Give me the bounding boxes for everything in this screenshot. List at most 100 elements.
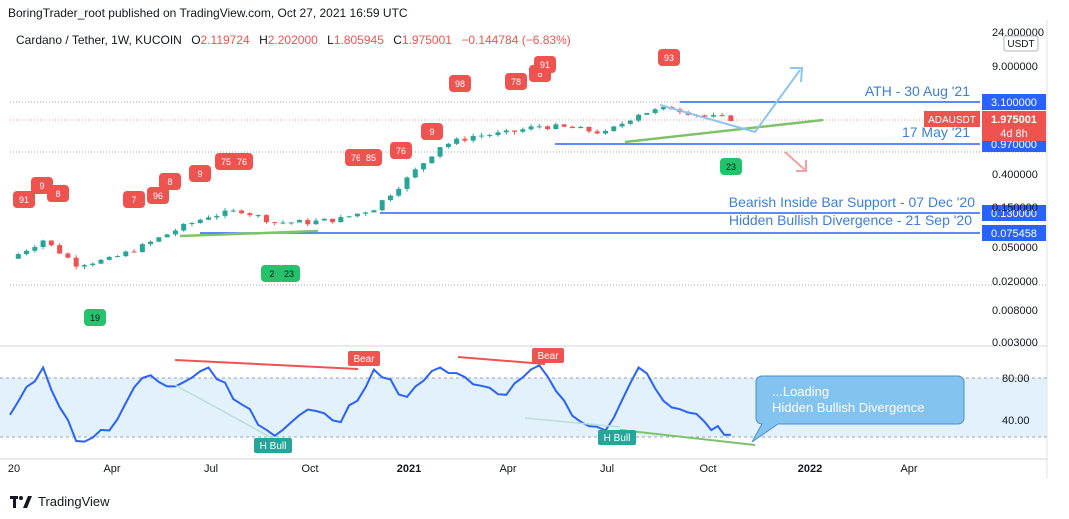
open-value: 2.119724: [200, 33, 250, 47]
h-bull-tag: [254, 438, 292, 453]
bull-candle: [553, 124, 559, 130]
unit-label: USDT: [1007, 39, 1034, 50]
sell-signal: [658, 49, 680, 66]
bull-candle: [478, 135, 484, 137]
sell-signal: [360, 149, 382, 166]
loading-callout-line2: Hidden Bullish Divergence: [772, 400, 924, 415]
price-tick: 0.008000: [992, 305, 1038, 317]
bear-candle: [247, 213, 253, 216]
sell-signal: [231, 153, 253, 170]
bear-candle: [569, 126, 575, 129]
bear-candle: [65, 253, 71, 258]
bull-candle: [379, 200, 385, 211]
bull-candle: [81, 265, 87, 267]
bear-candle: [594, 131, 600, 134]
bull-candle: [710, 115, 716, 117]
sell-signal: [421, 123, 443, 140]
close-value: 1.975001: [401, 33, 452, 47]
bull-candle: [503, 130, 509, 133]
sell-signal-label: 9: [197, 169, 202, 179]
level-3-1-tag-label: 3.100000: [991, 97, 1037, 109]
bull-candle: [421, 163, 427, 170]
price-tick: 0.020000: [992, 276, 1038, 288]
bull-candle: [98, 259, 104, 264]
level-0-075-tag-label: 0.075458: [991, 228, 1037, 240]
bull-candle: [412, 169, 418, 178]
bull-candle: [445, 143, 451, 148]
bull-candle: [470, 136, 476, 141]
high-value: 2.202000: [267, 33, 318, 47]
sell-signal: [505, 73, 527, 90]
low-label: L: [327, 33, 334, 47]
hidden-bull-line-1: [174, 384, 271, 438]
sell-signal: [159, 173, 181, 190]
sell-signal-label: 9: [429, 127, 434, 137]
bear-candle: [728, 115, 734, 122]
bearish-inside-bar-annotation: Bearish Inside Bar Support - 07 Dec '20: [729, 194, 975, 210]
bear-candle: [272, 222, 278, 224]
bull-candle: [346, 216, 352, 218]
h-bull-tag-label: H Bull: [260, 441, 287, 452]
h-bull-tag: [598, 430, 636, 445]
projection-down-arrowhead: [796, 160, 807, 172]
bull-candle: [106, 257, 112, 260]
bear-tag: [532, 348, 564, 363]
bull-candle: [354, 213, 360, 217]
sell-signal: [47, 185, 69, 202]
bull-candle: [24, 250, 30, 255]
bull-candle: [172, 230, 178, 235]
sell-signal-label: 76: [396, 146, 406, 156]
sell-signal-label: 7: [131, 195, 136, 205]
bear-candle: [719, 115, 725, 117]
bull-candle: [280, 222, 286, 224]
level-0-13-tag-label: 0.130000: [991, 208, 1037, 220]
bull-candle: [321, 218, 327, 221]
countdown-label: 4d 8h: [1000, 128, 1028, 140]
trendline-support-2021: [624, 118, 824, 144]
bear-tag-label: Bear: [537, 351, 559, 362]
sell-signal-label: 98: [455, 79, 465, 89]
loading-callout-line1: ...Loading: [772, 384, 829, 399]
bull-candle: [536, 126, 542, 128]
bull-candle: [520, 129, 526, 132]
time-tick: Apr: [103, 463, 120, 475]
bull-candle: [255, 215, 261, 217]
time-tick: Oct: [699, 463, 716, 475]
bear-candle: [586, 126, 592, 132]
bull-candle: [230, 210, 236, 212]
sell-signal-label: 8: [537, 69, 542, 79]
sell-signal: [449, 75, 471, 92]
current-price-tag: [982, 111, 1046, 141]
h-bull-tag-label: H Bull: [604, 433, 631, 444]
time-tick: Jul: [204, 463, 218, 475]
bull-candle: [164, 234, 170, 238]
bear-candle: [305, 220, 311, 225]
sell-signal-label: 76: [351, 153, 361, 163]
bull-candle: [429, 156, 435, 164]
bull-candle: [660, 106, 666, 110]
sell-signal-label: 85: [366, 153, 376, 163]
sell-signal-label: 75: [221, 157, 231, 167]
sell-signal-label: 91: [540, 60, 550, 70]
buy-signal-label: 23: [284, 269, 294, 279]
level-3-1-tag: [982, 94, 1046, 110]
bull-candle: [396, 188, 402, 196]
bull-candle: [363, 212, 369, 214]
buy-signal: [278, 265, 300, 282]
brand-name: TradingView: [38, 494, 110, 509]
symbol-tag: [924, 111, 980, 127]
time-tick: Apr: [499, 463, 516, 475]
bull-candle: [156, 237, 162, 242]
buy-signal: [261, 265, 283, 282]
bull-candle: [181, 223, 187, 231]
low-value: 1.805945: [333, 33, 384, 47]
tradingview-brand[interactable]: TradingView: [10, 494, 110, 509]
price-tick: 9.000000: [992, 61, 1038, 73]
may-annotation: 17 May '21: [902, 124, 970, 140]
bull-candle: [454, 138, 460, 144]
bear-candle: [48, 240, 54, 246]
sell-signal-label: 9: [39, 181, 44, 191]
hidden-bull-line-2: [524, 417, 621, 428]
bull-candle: [404, 177, 410, 189]
